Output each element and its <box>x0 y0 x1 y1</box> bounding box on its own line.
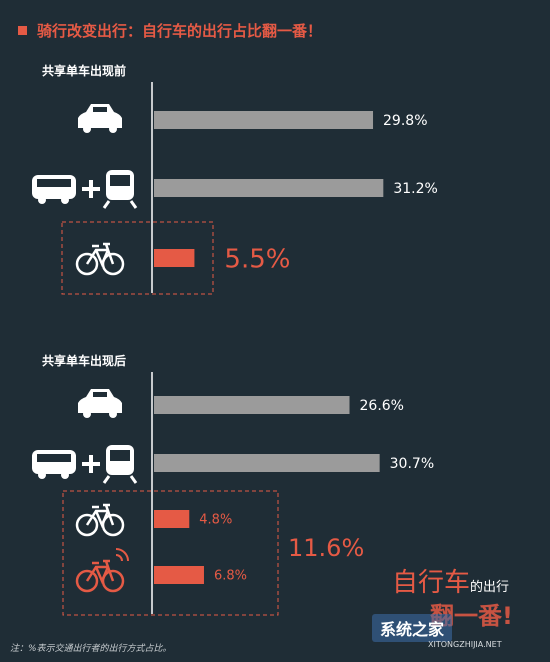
bar <box>154 510 190 528</box>
bicycle-icon <box>75 242 125 276</box>
bar <box>154 566 204 584</box>
conclusion-note-small: 的出行 <box>470 580 510 595</box>
bar <box>154 396 350 414</box>
title-marker-icon <box>18 26 27 35</box>
bus-train-icon <box>32 445 138 484</box>
bar <box>154 179 384 197</box>
data-label: 31.2% <box>393 181 437 197</box>
data-label: 5.5% <box>224 244 290 274</box>
bar <box>154 111 374 129</box>
title-text: 骑行改变出行：自行车的出行占比翻一番！ <box>37 22 323 40</box>
conclusion-note: 自行车的出行 <box>392 562 509 599</box>
highlight-box <box>62 490 279 616</box>
chart-title: 骑行改变出行：自行车的出行占比翻一番！ <box>18 20 322 41</box>
shared-bike-icon <box>75 548 129 593</box>
data-label: 30.7% <box>390 456 434 472</box>
bar <box>154 454 380 472</box>
section-before-label: 共享单车出现前 <box>42 64 127 78</box>
highlight-box <box>61 221 214 295</box>
bus-train-icon <box>32 170 138 209</box>
car-icon <box>78 104 122 133</box>
watermark-logo: 系统之家 <box>372 614 453 642</box>
section-after-label: 共享单车出现后 <box>42 354 127 368</box>
footnote: 注：%表示交通出行者的出行方式占比。 <box>10 644 172 654</box>
data-label: 6.8% <box>214 569 247 584</box>
car-icon <box>78 389 122 418</box>
data-label: 26.6% <box>360 398 404 414</box>
data-label: 4.8% <box>199 513 232 528</box>
bicycle-icon <box>75 503 125 537</box>
conclusion-note-main: 自行车 <box>392 568 471 598</box>
data-label: 29.8% <box>383 113 427 129</box>
watermark-url: XITONGZHIJIA.NET <box>428 640 502 649</box>
group-total-label: 11.6% <box>288 534 364 562</box>
bar <box>154 249 195 267</box>
